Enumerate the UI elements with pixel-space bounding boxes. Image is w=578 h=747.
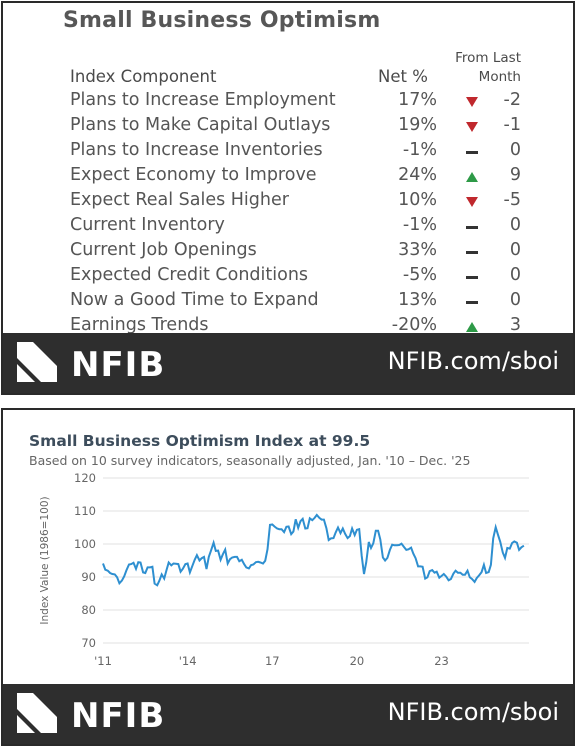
row-net: -1% — [402, 140, 437, 160]
x-tick-label: 23 — [434, 654, 449, 668]
row-change: -1 — [503, 115, 521, 135]
column-header-change-line2: Month — [478, 69, 521, 85]
y-axis-label: Index Value (1986=100) — [39, 496, 51, 624]
footer-bar: NFIB NFIB.com/sboi — [3, 333, 573, 393]
chart-subtitle: Based on 10 survey indicators, seasonall… — [29, 453, 471, 468]
y-tick-label: 90 — [81, 570, 96, 584]
row-change: 9 — [509, 165, 521, 185]
dash-icon — [466, 301, 478, 304]
row-change: 0 — [509, 215, 521, 235]
row-component: Now a Good Time to Expand — [70, 290, 319, 310]
table-row: Current Inventory -1% 0 — [3, 215, 573, 240]
x-axis-ticks: '11 '14 17 20 23 — [94, 654, 449, 668]
table-title: Small Business Optimism — [63, 8, 381, 33]
row-net: 17% — [398, 90, 437, 110]
footer-url[interactable]: NFIB.com/sboi — [387, 698, 559, 726]
row-component: Plans to Make Capital Outlays — [70, 115, 331, 135]
row-net: -1% — [402, 215, 437, 235]
nfib-logo: NFIB — [17, 342, 164, 385]
row-change: 0 — [509, 265, 521, 285]
table-row: Earnings Trends -20% 3 — [3, 315, 573, 340]
y-axis-ticks: 120 110 100 90 80 70 — [74, 471, 96, 650]
row-net: 24% — [398, 165, 437, 185]
nfib-mark-icon — [17, 693, 57, 733]
nfib-logo: NFIB — [17, 693, 164, 736]
row-change: 3 — [509, 315, 521, 335]
column-header-change-line1: From Last — [455, 50, 521, 66]
table-row: Current Job Openings 33% 0 — [3, 240, 573, 265]
row-component: Current Job Openings — [70, 240, 257, 260]
row-net: 19% — [398, 115, 437, 135]
y-tick-label: 80 — [81, 603, 96, 617]
table-row: Now a Good Time to Expand 13% 0 — [3, 290, 573, 315]
logo-text: NFIB — [71, 345, 166, 385]
arrow-down-icon — [466, 122, 478, 132]
dash-icon — [466, 251, 478, 254]
column-header-net: Net % — [378, 67, 428, 86]
dash-icon — [466, 276, 478, 279]
arrow-up-icon — [466, 172, 478, 182]
row-component: Plans to Increase Employment — [70, 90, 336, 110]
row-component: Expect Real Sales Higher — [70, 190, 289, 210]
chart-panel: Small Business Optimism Index at 99.5 Ba… — [1, 408, 575, 746]
table-row: Plans to Make Capital Outlays 19% -1 — [3, 115, 573, 140]
arrow-down-icon — [466, 97, 478, 107]
row-component: Expected Credit Conditions — [70, 265, 309, 285]
row-component: Expect Economy to Improve — [70, 165, 317, 185]
row-change: 0 — [509, 290, 521, 310]
arrow-down-icon — [466, 197, 478, 207]
arrow-up-icon — [466, 322, 478, 332]
row-change: -2 — [503, 90, 521, 110]
chart-title: Small Business Optimism Index at 99.5 — [29, 432, 371, 450]
row-net: 13% — [398, 290, 437, 310]
row-net: -5% — [402, 265, 437, 285]
logo-text: NFIB — [71, 696, 166, 736]
dash-icon — [466, 226, 478, 229]
row-net: -20% — [391, 315, 437, 335]
component-table-panel: Small Business Optimism Index Component … — [1, 1, 575, 395]
x-tick-label: 20 — [350, 654, 365, 668]
row-net: 33% — [398, 240, 437, 260]
series-line — [102, 513, 525, 587]
row-component: Current Inventory — [70, 215, 225, 235]
row-component: Earnings Trends — [70, 315, 209, 335]
nfib-mark-icon — [17, 342, 57, 382]
table-row: Expect Economy to Improve 24% 9 — [3, 165, 573, 190]
table-row: Plans to Increase Inventories -1% 0 — [3, 140, 573, 165]
x-tick-label: '11 — [94, 654, 112, 668]
x-tick-label: 17 — [265, 654, 280, 668]
table-row: Expect Real Sales Higher 10% -5 — [3, 190, 573, 215]
row-net: 10% — [398, 190, 437, 210]
line-chart: 120 110 100 90 80 70 '11 '14 17 20 23 Index Value… — [39, 471, 529, 668]
y-tick-label: 120 — [74, 471, 96, 485]
y-tick-label: 100 — [74, 537, 96, 551]
y-tick-label: 70 — [81, 636, 96, 650]
x-tick-label: '14 — [179, 654, 197, 668]
y-tick-label: 110 — [74, 504, 96, 518]
footer-url[interactable]: NFIB.com/sboi — [387, 347, 559, 375]
table-row: Expected Credit Conditions -5% 0 — [3, 265, 573, 290]
row-change: 0 — [509, 140, 521, 160]
dash-icon — [466, 151, 478, 154]
column-header-component: Index Component — [70, 67, 217, 86]
footer-bar: NFIB NFIB.com/sboi — [3, 684, 573, 744]
chart-grid — [103, 477, 529, 644]
row-component: Plans to Increase Inventories — [70, 140, 323, 160]
row-change: 0 — [509, 240, 521, 260]
table-row: Plans to Increase Employment 17% -2 — [3, 90, 573, 115]
row-change: -5 — [503, 190, 521, 210]
